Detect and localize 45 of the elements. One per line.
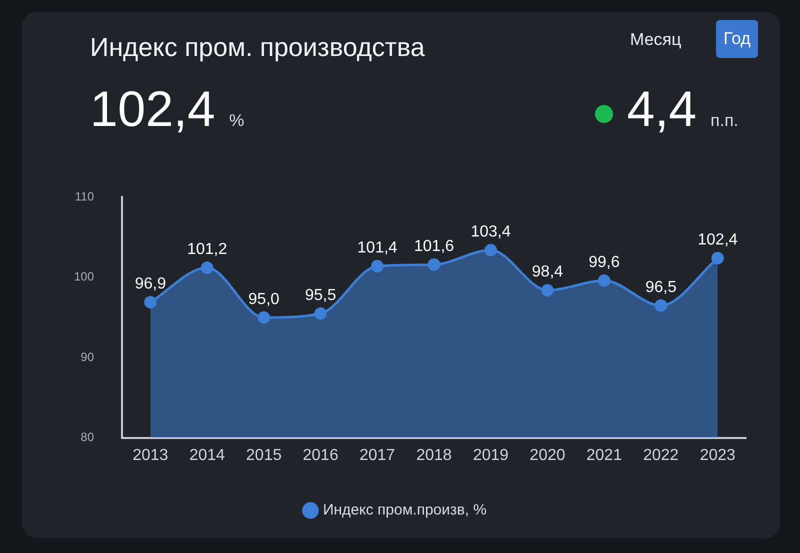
x-tick-label: 2014 — [189, 446, 226, 464]
x-tick-label: 2017 — [359, 446, 396, 464]
data-label: 101,2 — [187, 241, 228, 258]
text: % — [229, 111, 244, 130]
data-label: 95,0 — [248, 290, 280, 308]
x-tick-label: 2013 — [132, 446, 168, 464]
data-label: 96,9 — [134, 276, 166, 293]
point — [371, 260, 384, 272]
x-tick-label: 2016 — [302, 446, 338, 464]
point — [654, 299, 668, 312]
y-tick-label: 100 — [74, 270, 94, 284]
data-label: 101,4 — [357, 240, 398, 257]
text: 4,4 — [627, 81, 697, 137]
point — [598, 274, 610, 287]
y-tick-label: 80 — [80, 430, 94, 444]
x-tick-label: 2020 — [530, 446, 566, 464]
text: Год — [716, 20, 758, 58]
point — [428, 258, 440, 271]
x-tick-label: 2022 — [643, 446, 679, 464]
data-label: 95,5 — [304, 286, 336, 304]
data-label: 98,4 — [532, 264, 564, 281]
text: Месяц — [630, 30, 682, 50]
point — [144, 296, 157, 309]
text: 102,4 — [90, 81, 216, 137]
x-tick-label: 2021 — [586, 446, 622, 464]
x-tick-label: 2023 — [700, 446, 736, 464]
chart-title: Индекс пром. производства — [90, 32, 425, 63]
y-tick-label: 110 — [74, 190, 94, 204]
x-tick-label: 2015 — [246, 446, 282, 464]
data-label: 96,5 — [645, 278, 677, 296]
data-label: 101,6 — [414, 238, 454, 255]
point — [314, 307, 327, 320]
text: п.п. — [710, 111, 738, 130]
point — [258, 311, 270, 324]
x-tick-label: 2018 — [416, 446, 452, 464]
point — [200, 262, 214, 274]
legend-label: Индекс пром.произв, % — [322, 502, 487, 519]
point — [711, 252, 724, 264]
data-label: 102,4 — [698, 232, 738, 249]
data-label: 99,6 — [588, 254, 620, 272]
y-tick-label: 90 — [80, 350, 94, 364]
data-label: 103,4 — [470, 224, 511, 241]
x-tick-label: 2019 — [472, 446, 509, 464]
point — [541, 284, 554, 296]
point — [484, 244, 497, 256]
